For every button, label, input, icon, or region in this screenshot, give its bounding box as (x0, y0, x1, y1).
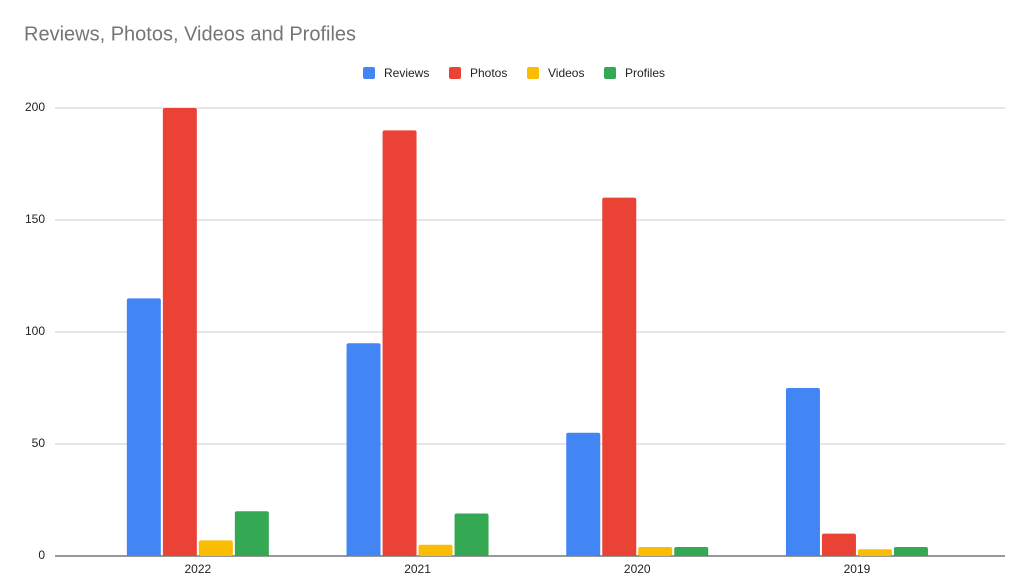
y-tick-label: 0 (38, 548, 45, 562)
bar (382, 130, 417, 556)
bar (821, 533, 856, 556)
bar (674, 547, 709, 556)
legend-label: Videos (548, 66, 584, 80)
y-tick-label: 50 (32, 436, 46, 450)
legend-swatch (527, 67, 539, 79)
bar (566, 432, 601, 556)
bar (454, 513, 489, 556)
legend-swatch (363, 67, 375, 79)
y-tick-label: 200 (25, 100, 45, 114)
bar (198, 540, 233, 556)
bar (785, 388, 820, 556)
y-tick-label: 150 (25, 212, 45, 226)
y-tick-label: 100 (25, 324, 45, 338)
bar (602, 197, 637, 556)
bar (893, 547, 928, 556)
bar (857, 549, 892, 556)
bar (234, 511, 269, 556)
bar (418, 544, 453, 556)
legend-swatch (449, 67, 461, 79)
bar (126, 298, 161, 556)
bar (346, 343, 381, 556)
legend-label: Photos (470, 66, 507, 80)
x-tick-label: 2019 (844, 562, 871, 576)
legend-swatch (604, 67, 616, 79)
chart-title: Reviews, Photos, Videos and Profiles (24, 23, 356, 45)
x-tick-label: 2020 (624, 562, 651, 576)
legend-label: Reviews (384, 66, 429, 80)
bar (162, 108, 197, 556)
bar (638, 547, 673, 556)
legend-label: Profiles (625, 66, 665, 80)
x-tick-label: 2021 (404, 562, 431, 576)
x-tick-label: 2022 (184, 562, 211, 576)
